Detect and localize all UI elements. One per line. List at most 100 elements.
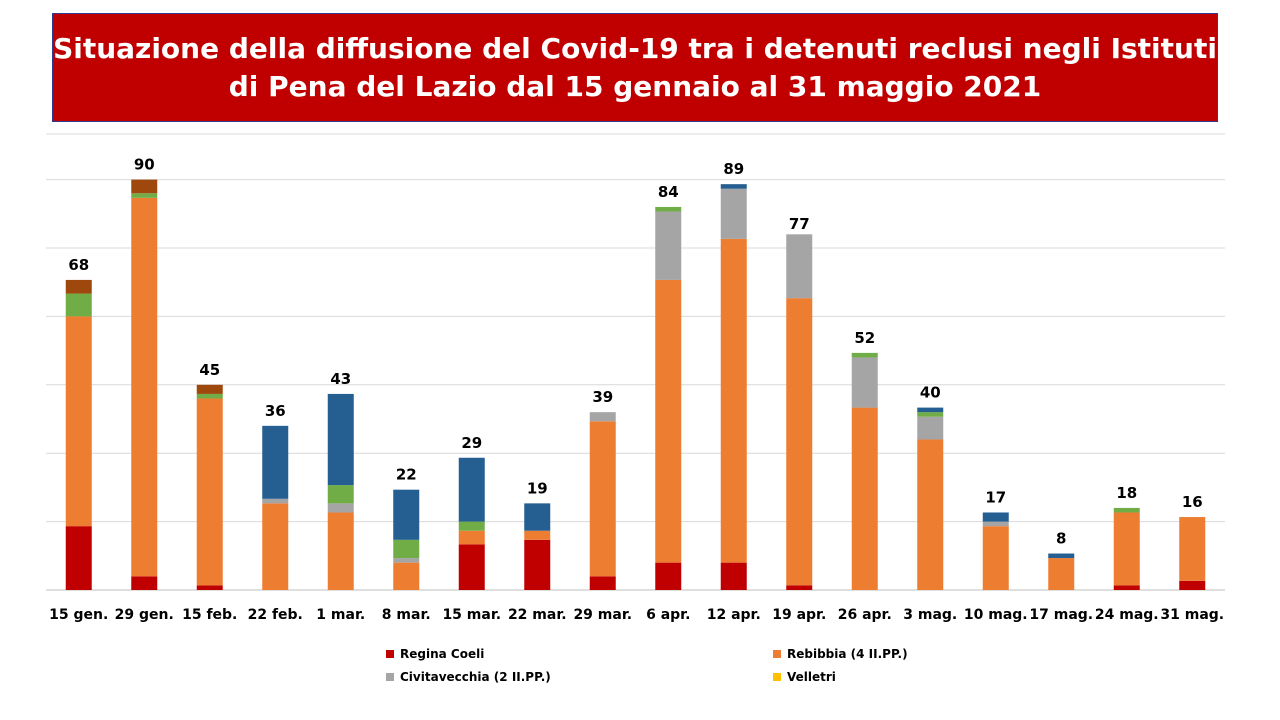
bar-segment (589, 412, 616, 422)
chart-title-line-2: di Pena del Lazio dal 15 gennaio al 31 m… (228, 69, 1042, 103)
data-label: 36 (265, 402, 286, 420)
bar-segment (65, 316, 92, 527)
bar-segment (327, 503, 354, 513)
bar-segment (65, 293, 92, 317)
x-tick-label: 15 feb. (182, 607, 237, 623)
bar-segment (982, 512, 1009, 522)
bar-segment (655, 206, 682, 212)
x-tick-label: 10 mag. (964, 607, 1028, 623)
bar-segment (327, 512, 354, 590)
bar-segment (786, 585, 813, 590)
x-tick-label: 26 apr. (838, 607, 892, 623)
bar-segment (393, 558, 420, 563)
bar-segment (131, 179, 158, 194)
bar-segment (851, 407, 878, 590)
bar-segment (524, 539, 551, 590)
bar-segment (65, 526, 92, 590)
bar-segment (786, 298, 813, 586)
bar-segment (786, 234, 813, 299)
x-tick-label: 19 apr. (772, 607, 826, 623)
data-label: 39 (592, 388, 613, 406)
title-banner: Situazione della diffusione del Covid-19… (52, 13, 1218, 122)
data-label: 43 (330, 370, 351, 388)
bar-segment (589, 576, 616, 590)
bar-segment (327, 485, 354, 504)
x-tick-label: 15 gen. (49, 607, 108, 623)
bar-segment (917, 416, 944, 440)
bar-segment (655, 279, 682, 563)
bar-segment (131, 197, 158, 577)
bar-segment (720, 188, 747, 239)
data-label: 29 (461, 434, 482, 452)
x-tick-label: 31 mag. (1160, 607, 1224, 623)
x-tick-label: 17 mag. (1029, 607, 1093, 623)
data-label: 68 (68, 256, 89, 274)
bar-segment (982, 521, 1009, 527)
bar-segment (393, 539, 420, 559)
bar-segment (458, 457, 485, 522)
data-label: 89 (723, 160, 744, 178)
bar-segment (131, 193, 158, 198)
data-label: 45 (199, 361, 220, 379)
bar-segment (196, 384, 223, 394)
bar-segment (524, 503, 551, 531)
data-label: 40 (920, 384, 941, 402)
x-tick-label: 29 gen. (115, 607, 174, 623)
chart-title-line-1: Situazione della diffusione del Covid-19… (53, 31, 1217, 65)
x-tick-label: 1 mar. (316, 607, 365, 623)
x-tick-label: 22 feb. (248, 607, 303, 623)
bar-segment (1179, 580, 1206, 590)
bar-segment (1179, 517, 1206, 581)
bar-segment (458, 544, 485, 590)
bar-segment (196, 398, 223, 586)
bar-segment (65, 279, 92, 294)
x-tick-label: 22 mar. (508, 607, 567, 623)
bar-segment (1048, 558, 1075, 590)
bar-segment (720, 238, 747, 563)
x-tick-label: 6 apr. (646, 607, 690, 623)
bar-segment (458, 530, 485, 545)
data-label: 8 (1056, 530, 1066, 548)
bar-segment (196, 585, 223, 590)
data-label: 19 (527, 479, 548, 497)
x-tick-label: 15 mar. (442, 607, 501, 623)
bar-segment (720, 184, 747, 189)
data-label: 16 (1182, 493, 1203, 511)
bar-segment (131, 576, 158, 590)
bar-segment (262, 425, 289, 499)
bar-segment (393, 489, 420, 540)
bar-segment (393, 562, 420, 590)
bar-segment (917, 439, 944, 590)
data-label: 22 (396, 466, 417, 484)
data-label: 17 (985, 488, 1006, 506)
bar-segment (655, 211, 682, 280)
x-tick-label: 24 mag. (1095, 607, 1159, 623)
x-tick-label: 29 mar. (573, 607, 632, 623)
bar-segment (327, 393, 354, 486)
bar-segment (851, 357, 878, 408)
x-tick-label: 8 mar. (382, 607, 431, 623)
bar-segment (589, 421, 616, 577)
bar-segment (196, 393, 223, 399)
bar-segment (917, 407, 944, 413)
bar-segment (655, 562, 682, 590)
data-label: 52 (854, 329, 875, 347)
bar-segment (262, 503, 289, 590)
bar-segment (458, 521, 485, 531)
bar-segment (1113, 512, 1140, 586)
bar-segment (1048, 553, 1075, 559)
data-label: 90 (134, 156, 155, 174)
x-tick-label: 3 mag. (903, 607, 957, 623)
bar-segment (982, 526, 1009, 590)
bar-segment (1113, 585, 1140, 590)
x-tick-label: 12 apr. (707, 607, 761, 623)
bar-segment (262, 498, 289, 504)
bar-segment (1113, 507, 1140, 513)
data-label: 84 (658, 183, 679, 201)
bar-segment (524, 530, 551, 540)
data-label: 77 (789, 215, 810, 233)
bar-segment (851, 352, 878, 358)
data-label: 18 (1116, 484, 1137, 502)
bar-segment (917, 412, 944, 417)
